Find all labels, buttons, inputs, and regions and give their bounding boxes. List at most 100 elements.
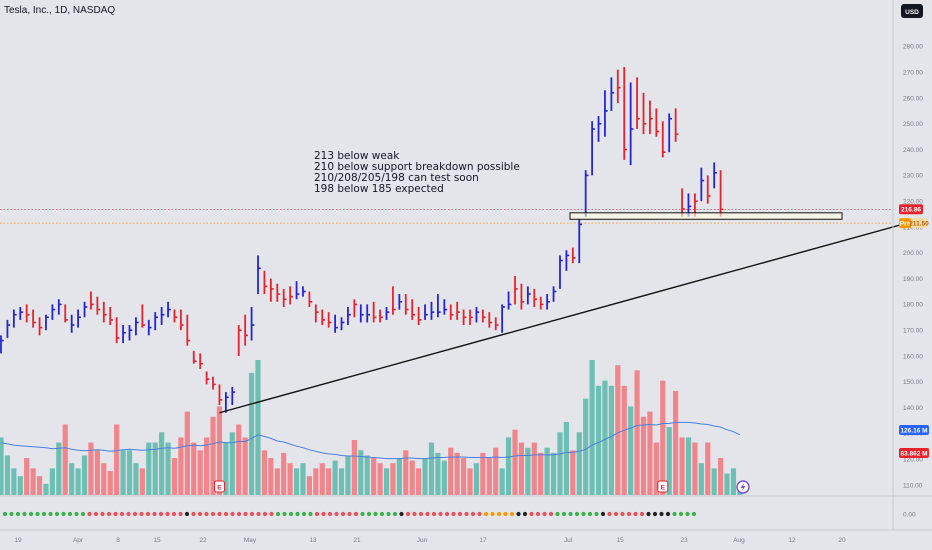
price-bar [443, 299, 448, 315]
oscillator-dot [249, 511, 255, 517]
price-bar [19, 306, 24, 320]
price-bar [674, 108, 679, 142]
volume-bar [403, 450, 409, 495]
oscillator-dot [41, 511, 47, 517]
oscillator-dot [399, 511, 404, 517]
oscillator-dot [652, 511, 658, 517]
price-bar [199, 353, 203, 369]
oscillator-dot [373, 511, 378, 517]
oscillator-dot [74, 511, 79, 517]
premarket-price-badge: 211.50 [909, 218, 929, 229]
oscillator-dot [691, 511, 697, 517]
oscillator-dot [503, 511, 508, 517]
earnings-marker[interactable]: E [657, 480, 669, 493]
oscillator-dot [132, 511, 138, 517]
price-bar [424, 304, 428, 320]
oscillator-dot [470, 511, 476, 517]
oscillator-dot [516, 511, 521, 517]
price-bar [276, 283, 281, 302]
support-zone-rectangle[interactable] [569, 212, 843, 220]
price-bar [289, 286, 293, 305]
oscillator-dot [392, 511, 398, 517]
price-bar [392, 286, 396, 315]
volume-bar [673, 390, 679, 495]
price-axis[interactable]: 280.00 270.00 260.00 250.00 240.00 230.00 220.… [903, 44, 923, 490]
trendline[interactable] [219, 222, 908, 414]
time-tick-label: Apr [73, 537, 84, 544]
price-bar [462, 309, 467, 326]
volume-bar [165, 442, 171, 495]
oscillator-dot [210, 511, 216, 517]
volume-ma-line [0, 421, 741, 460]
price-bar [353, 299, 358, 318]
volume-bar [705, 442, 711, 495]
volume-bar [319, 463, 325, 495]
volume-bar [216, 406, 223, 495]
price-tick-label: 140.00 [903, 405, 923, 412]
time-axis[interactable]: 19 Apr 8 15 22 May 13 21 Jun 17 Jul 15 23 Aug 12 20 [14, 537, 846, 544]
volume-bar [88, 442, 94, 495]
volume-bar [595, 385, 602, 495]
price-bar [64, 304, 69, 323]
volume-bar [583, 398, 589, 495]
currency-button[interactable] [901, 4, 923, 18]
oscillator-dot [126, 511, 131, 517]
volume-bar [11, 468, 17, 495]
volume-bar [698, 463, 704, 495]
price-bar [668, 113, 672, 153]
earnings-marker[interactable]: E [213, 480, 225, 493]
price-bar [385, 306, 390, 320]
oscillator-dot [529, 511, 534, 517]
oscillator-dot [22, 511, 27, 517]
price-bar [359, 304, 364, 323]
oscillator-dot [236, 511, 242, 517]
volume-bar [255, 360, 261, 495]
volume-bar [24, 458, 30, 495]
oscillator-dot [87, 511, 92, 517]
price-bar [629, 82, 634, 166]
volume-bar [416, 468, 422, 495]
annotation-note[interactable]: 213 below weak 210 below support breakdo… [314, 150, 520, 195]
volume-bar [499, 468, 505, 495]
oscillator-dot [256, 511, 261, 517]
volume-bar [544, 447, 550, 495]
oscillator-dot [262, 511, 268, 517]
oscillator-dot [145, 511, 151, 517]
oscillator-dot [665, 511, 671, 517]
lightning-marker[interactable] [736, 480, 750, 494]
volume-bar [493, 447, 499, 495]
oscillator-dot [477, 511, 482, 517]
volume-bar [390, 463, 396, 495]
price-bar [417, 306, 422, 326]
price-bar [263, 270, 268, 295]
price-bar [269, 278, 274, 302]
volume-bar [711, 468, 717, 495]
oscillator-dot [9, 511, 14, 517]
price-tick-label: 120.00 [903, 457, 923, 464]
volume-bar [300, 463, 306, 495]
volume-bar [428, 442, 435, 495]
time-tick-label: May [244, 537, 257, 544]
price-bar [623, 67, 628, 160]
price-bar [32, 309, 36, 328]
volume-bar [152, 442, 158, 495]
time-tick-label: 19 [14, 537, 22, 544]
price-bar [661, 121, 666, 158]
price-bar [212, 376, 216, 390]
price-bar [719, 170, 724, 217]
price-bar [321, 309, 326, 326]
price-bar [347, 306, 351, 326]
volume-ma-polyline [0, 421, 741, 460]
oscillator-dot [444, 511, 450, 517]
price-bar [520, 283, 525, 310]
price-bar [436, 294, 441, 318]
price-bar [430, 301, 435, 320]
volume-bar [358, 450, 364, 495]
price-tick-label: 190.00 [903, 276, 923, 283]
symbol-title[interactable]: Tesla, Inc., 1D, NASDAQ [4, 5, 115, 16]
volume-bar [345, 455, 351, 495]
oscillator-dot [496, 511, 502, 517]
volume-bar [467, 468, 473, 495]
